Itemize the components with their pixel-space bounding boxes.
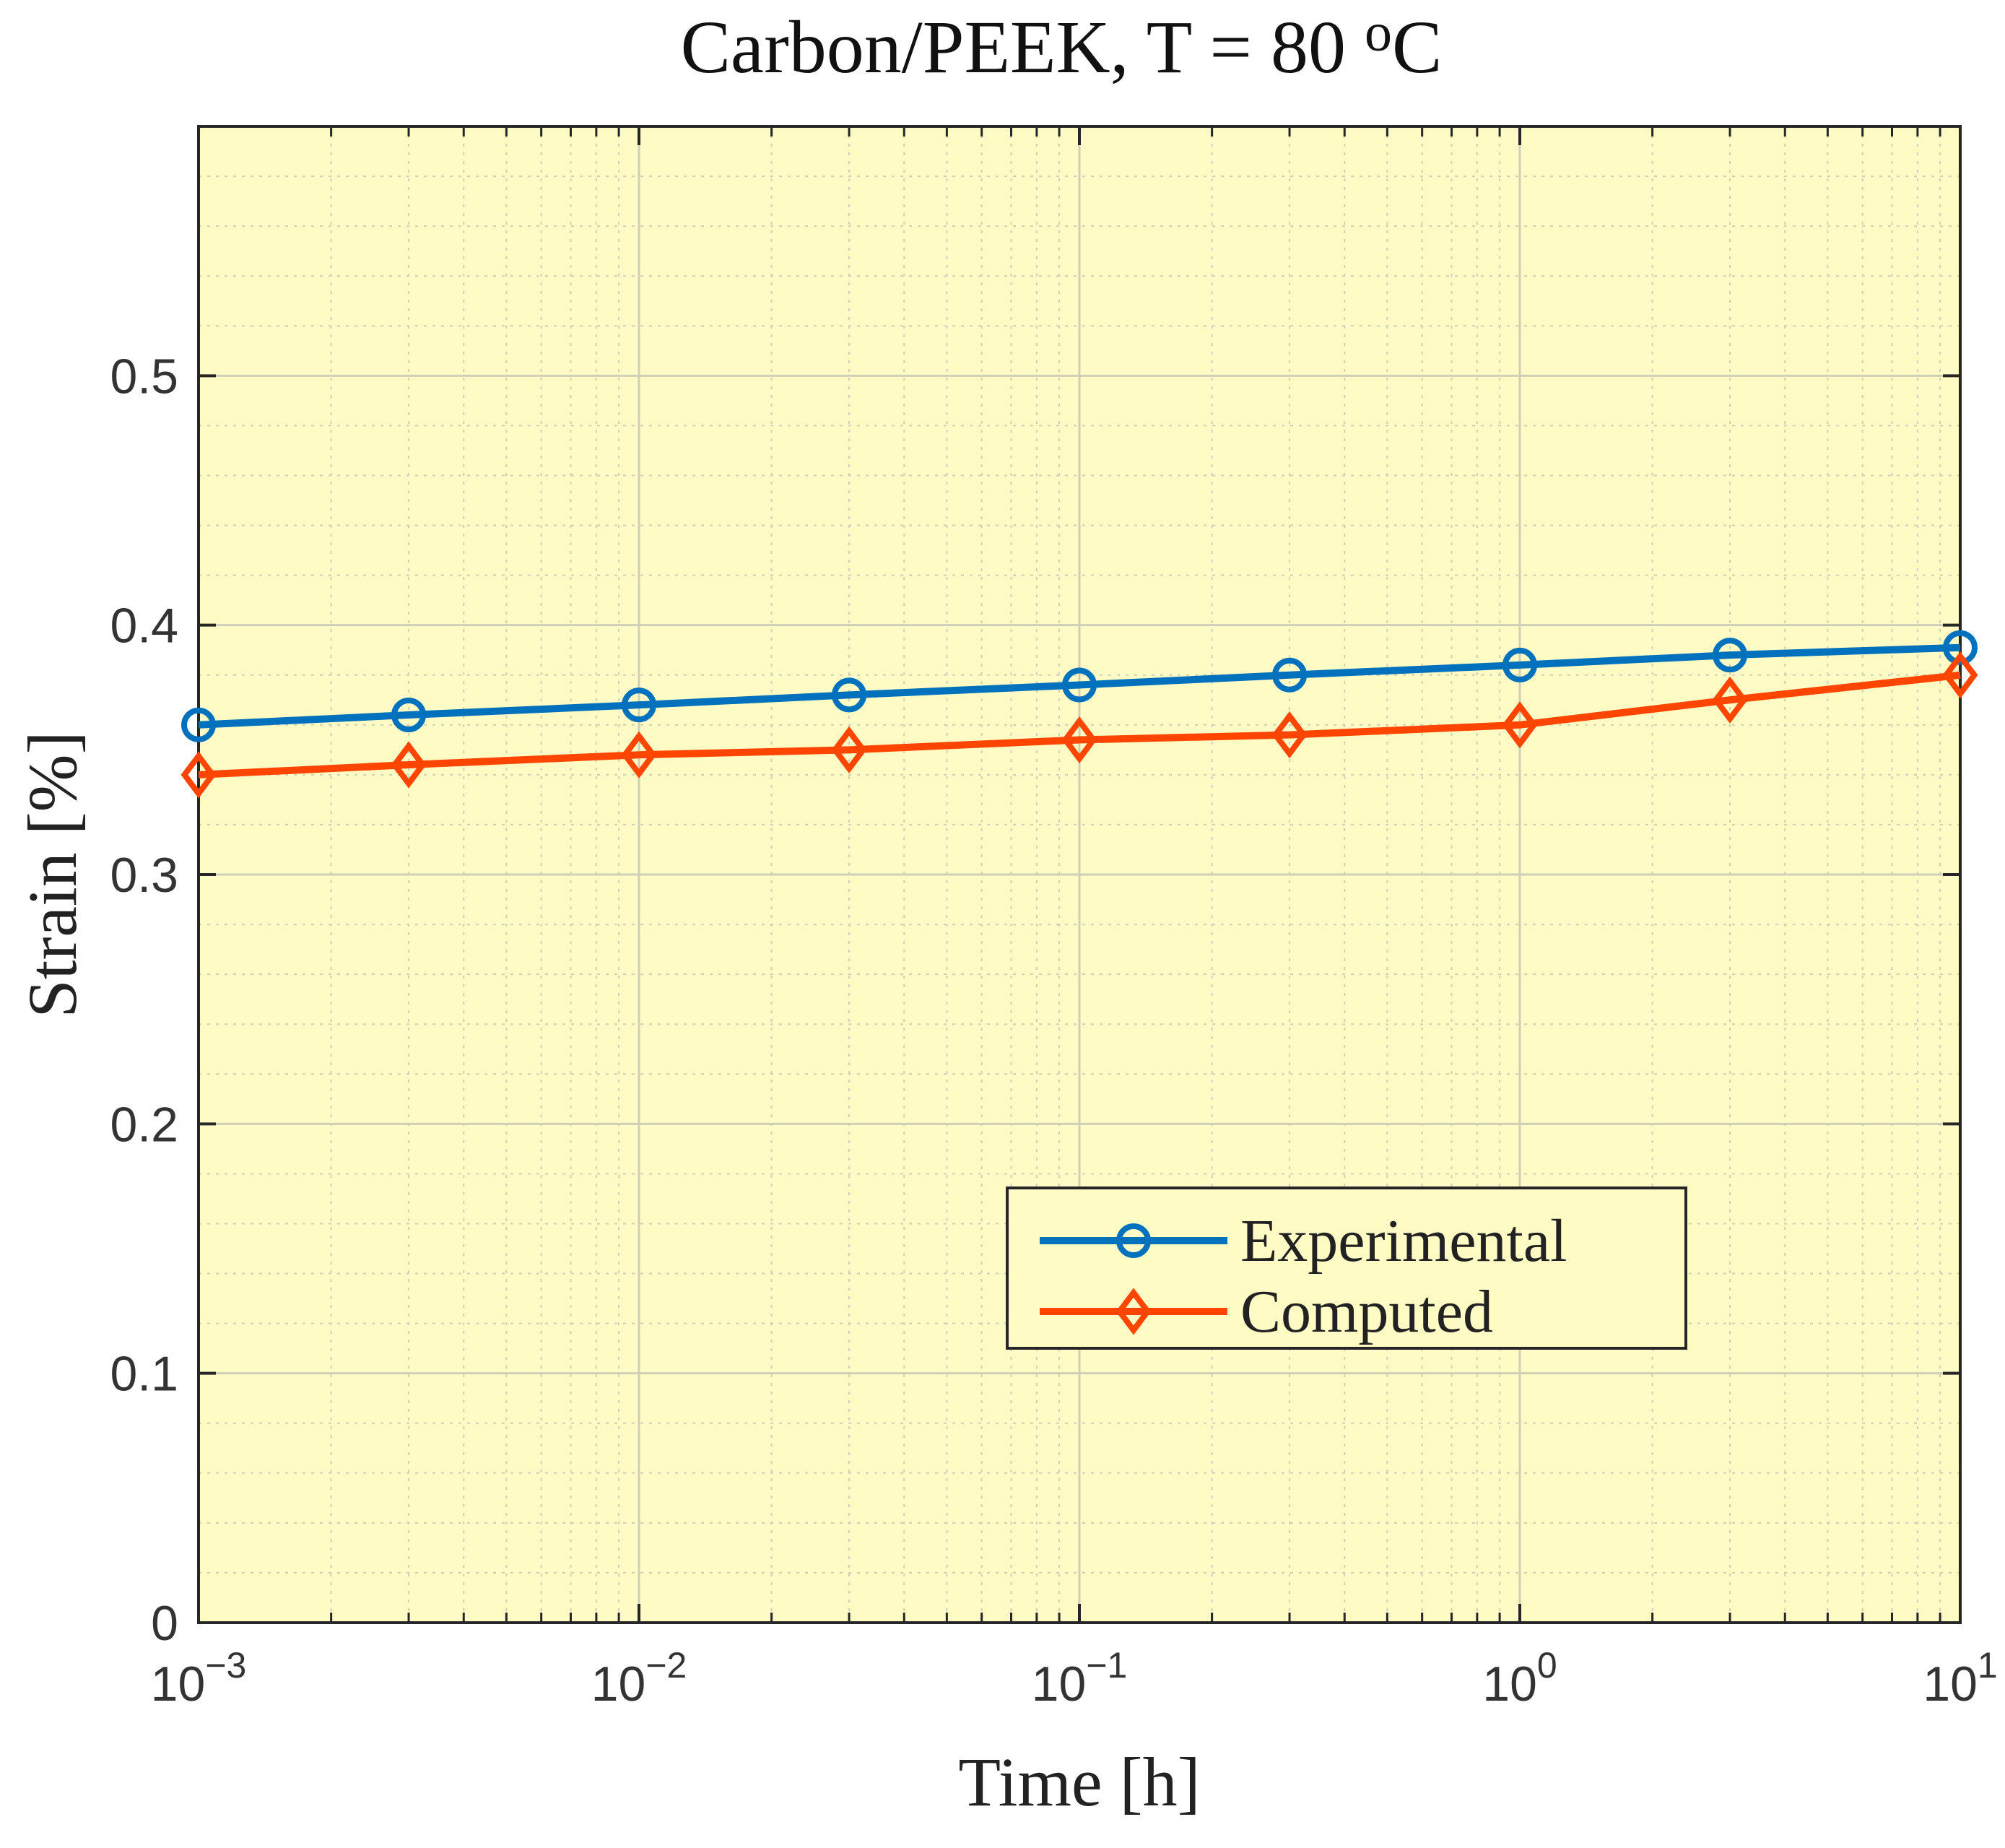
y-tick-label: 0.4 [110, 599, 178, 654]
computed-point [1502, 701, 1538, 749]
chart-title-unit: C [1392, 6, 1442, 89]
legend-entry-experimental: Experimental [1040, 1207, 1567, 1275]
computed-point [1271, 711, 1308, 759]
experimental-point [1713, 638, 1748, 673]
experimental-point [1272, 657, 1308, 693]
experimental-point [1943, 630, 1978, 665]
computed-point [621, 731, 657, 778]
experimental-point [1062, 667, 1097, 703]
experimental-point [832, 677, 867, 713]
y-tick-label: 0.3 [110, 848, 178, 903]
experimental-point [622, 687, 656, 723]
series-layer [181, 630, 1978, 799]
legend-marker [1116, 1223, 1151, 1258]
experimental-line [198, 643, 1961, 729]
computed-line [198, 671, 1961, 778]
x-axis-label: Time [h] [958, 1743, 1200, 1821]
axis-ticks [197, 126, 1962, 1624]
x-tick-label: 10−1 [1032, 1645, 1128, 1712]
x-tick-label: 100 [1482, 1645, 1557, 1712]
x-tick-labels: 10−3 10−2 10−1 100 101 [151, 1645, 1998, 1712]
computed-point [831, 726, 867, 774]
y-tick-label: 0 [151, 1596, 178, 1651]
series-computed [181, 651, 1978, 799]
series-experimental [181, 630, 1978, 742]
computed-point [391, 741, 427, 789]
major-grid [199, 126, 1960, 1623]
legend-label: Computed [1240, 1278, 1493, 1345]
computed-point [181, 751, 217, 799]
experimental-point [391, 697, 427, 732]
computed-point [1061, 716, 1097, 764]
y-tick-labels: 0 0.1 0.2 0.3 0.4 0.5 [110, 349, 178, 1651]
computed-point [1712, 676, 1748, 724]
y-tick-label: 0.1 [110, 1347, 178, 1402]
y-tick-label: 0.2 [110, 1097, 178, 1152]
x-tick-label: 10−2 [591, 1645, 687, 1712]
legend-marker [1115, 1288, 1152, 1335]
x-tick-label: 101 [1923, 1645, 1997, 1712]
chart-title: Carbon/PEEK, T = 80 oC [681, 2, 1443, 89]
chart-title-main: Carbon/PEEK, T = 80 [681, 6, 1365, 89]
computed-point [1942, 651, 1978, 699]
y-axis-label: Strain [%] [14, 731, 91, 1018]
experimental-point [1502, 647, 1537, 682]
experimental-point [181, 707, 216, 742]
y-tick-label: 0.5 [110, 349, 178, 404]
legend-label: Experimental [1240, 1207, 1567, 1275]
legend-box [1006, 1187, 1687, 1350]
chart-title-degree: o [1365, 2, 1392, 63]
legend-entry-computed: Computed [1040, 1278, 1493, 1345]
x-tick-label: 10−3 [151, 1645, 247, 1712]
